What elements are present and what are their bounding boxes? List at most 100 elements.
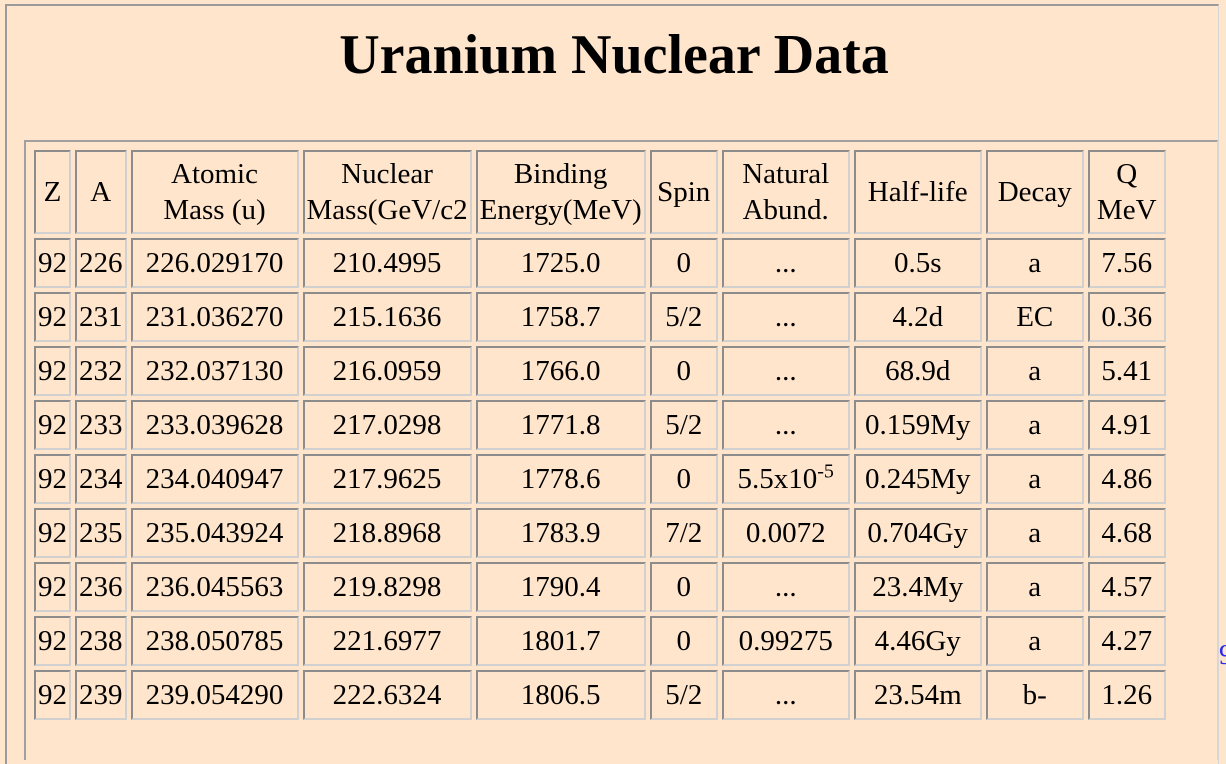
table-row: 92 236 236.045563 219.8298 1790.4 0... 23.4My a…	[34, 562, 1166, 612]
table-row: 92 238 238.050785 221.6977 1801.7 0 0.99275 4.4…	[34, 616, 1166, 666]
col-header-a: A	[75, 150, 127, 234]
cell-spin: 5/2	[649, 400, 718, 450]
cell-atomic-mass: 238.050785	[130, 616, 299, 666]
cell-binding-energy: 1725.0	[475, 238, 646, 288]
table-row: 92 226 226.029170 210.4995 1725.0 0... 0.5s a 7.…	[34, 238, 1166, 288]
cell-q: 4.57	[1087, 562, 1166, 612]
cell-spin: 0	[649, 346, 718, 396]
cell-spin: 0	[649, 562, 718, 612]
cell-decay: a	[985, 346, 1084, 396]
cell-z: 92	[34, 346, 71, 396]
cell-decay: a	[985, 454, 1084, 504]
cell-decay: a	[985, 508, 1084, 558]
cell-natural-abundance: 5.5x10-5	[721, 454, 850, 504]
cell-natural-abundance: 0.0072	[721, 508, 850, 558]
cell-nuclear-mass: 221.6977	[302, 616, 472, 666]
cell-atomic-mass: 234.040947	[130, 454, 299, 504]
cell-z: 92	[34, 238, 71, 288]
cell-decay: a	[985, 562, 1084, 612]
cell-atomic-mass: 233.039628	[130, 400, 299, 450]
cell-nuclear-mass: 219.8298	[302, 562, 472, 612]
cell-half-life: 0.5s	[853, 238, 982, 288]
cell-nuclear-mass: 215.1636	[302, 292, 472, 342]
cell-a: 233	[75, 400, 127, 450]
cell-z: 92	[34, 670, 71, 720]
col-header-atomic-mass: Atomic Mass (u)	[130, 150, 299, 234]
cell-spin: 0	[649, 454, 718, 504]
header-row: Z A Atomic Mass (u) Nuclear Mass(GeV/c2 Bi…	[34, 150, 1166, 234]
cell-binding-energy: 1778.6	[475, 454, 646, 504]
cell-q: 1.26	[1087, 670, 1166, 720]
cell-a: 235	[75, 508, 127, 558]
cell-z: 92	[34, 292, 71, 342]
cell-q: 7.56	[1087, 238, 1166, 288]
table-frame: Z A Atomic Mass (u) Nuclear Mass(GeV/c2 Bi…	[24, 140, 1218, 760]
cell-binding-energy: 1766.0	[475, 346, 646, 396]
cell-q: 4.86	[1087, 454, 1166, 504]
cell-natural-abundance: ...	[721, 562, 850, 612]
cell-half-life: 23.54m	[853, 670, 982, 720]
table-row: 92 239 239.054290 222.6324 1806.5 5/2... 23.54…	[34, 670, 1166, 720]
col-header-natural-abundance: Natural Abund.	[721, 150, 850, 234]
cell-nuclear-mass: 217.0298	[302, 400, 472, 450]
cell-atomic-mass: 226.029170	[130, 238, 299, 288]
cell-binding-energy: 1758.7	[475, 292, 646, 342]
cell-half-life: 4.46Gy	[853, 616, 982, 666]
uranium-data-table: Z A Atomic Mass (u) Nuclear Mass(GeV/c2 Bi…	[30, 146, 1170, 724]
cell-nuclear-mass: 218.8968	[302, 508, 472, 558]
cell-atomic-mass: 239.054290	[130, 670, 299, 720]
cell-natural-abundance: ...	[721, 670, 850, 720]
cell-a: 239	[75, 670, 127, 720]
cell-decay: a	[985, 400, 1084, 450]
cell-z: 92	[34, 562, 71, 612]
cell-q: 4.91	[1087, 400, 1166, 450]
table-body: 92 226 226.029170 210.4995 1725.0 0... 0.5s a 7.…	[34, 238, 1166, 720]
cell-decay: EC	[985, 292, 1084, 342]
col-header-q: Q MeV	[1087, 150, 1166, 234]
cell-spin: 5/2	[649, 670, 718, 720]
cell-nuclear-mass: 216.0959	[302, 346, 472, 396]
cell-atomic-mass: 236.045563	[130, 562, 299, 612]
cell-z: 92	[34, 616, 71, 666]
cell-q: 5.41	[1087, 346, 1166, 396]
abundance-exponent: -5	[817, 460, 834, 483]
edge-link[interactable]: 9	[1219, 640, 1226, 671]
cell-binding-energy: 1801.7	[475, 616, 646, 666]
cell-natural-abundance: ...	[721, 238, 850, 288]
col-header-binding-energy: Binding Energy(MeV)	[475, 150, 646, 234]
cell-z: 92	[34, 400, 71, 450]
cell-a: 234	[75, 454, 127, 504]
cell-decay: b-	[985, 670, 1084, 720]
cell-binding-energy: 1783.9	[475, 508, 646, 558]
cell-a: 232	[75, 346, 127, 396]
table-row: 92 235 235.043924 218.8968 1783.9 7/2 0.0072 0.…	[34, 508, 1166, 558]
cell-spin: 7/2	[649, 508, 718, 558]
cell-a: 236	[75, 562, 127, 612]
cell-half-life: 0.245My	[853, 454, 982, 504]
cell-half-life: 4.2d	[853, 292, 982, 342]
cell-atomic-mass: 231.036270	[130, 292, 299, 342]
cell-q: 4.68	[1087, 508, 1166, 558]
cell-nuclear-mass: 222.6324	[302, 670, 472, 720]
cell-a: 238	[75, 616, 127, 666]
table-row: 92 231 231.036270 215.1636 1758.7 5/2... 4.2d E…	[34, 292, 1166, 342]
cell-q: 0.36	[1087, 292, 1166, 342]
cell-nuclear-mass: 217.9625	[302, 454, 472, 504]
table-row: 92 232 232.037130 216.0959 1766.0 0... 68.9d a 5…	[34, 346, 1166, 396]
col-header-z: Z	[34, 150, 71, 234]
cell-natural-abundance: 0.99275	[721, 616, 850, 666]
cell-spin: 5/2	[649, 292, 718, 342]
cell-z: 92	[34, 508, 71, 558]
cell-z: 92	[34, 454, 71, 504]
cell-spin: 0	[649, 616, 718, 666]
cell-binding-energy: 1790.4	[475, 562, 646, 612]
col-header-decay: Decay	[985, 150, 1084, 234]
table-row: 92 234 234.040947 217.9625 1778.6 0 5.5x10-5 0.…	[34, 454, 1166, 504]
col-header-nuclear-mass: Nuclear Mass(GeV/c2	[302, 150, 472, 234]
cell-half-life: 0.704Gy	[853, 508, 982, 558]
cell-half-life: 23.4My	[853, 562, 982, 612]
cell-atomic-mass: 235.043924	[130, 508, 299, 558]
cell-half-life: 0.159My	[853, 400, 982, 450]
cell-nuclear-mass: 210.4995	[302, 238, 472, 288]
cell-spin: 0	[649, 238, 718, 288]
